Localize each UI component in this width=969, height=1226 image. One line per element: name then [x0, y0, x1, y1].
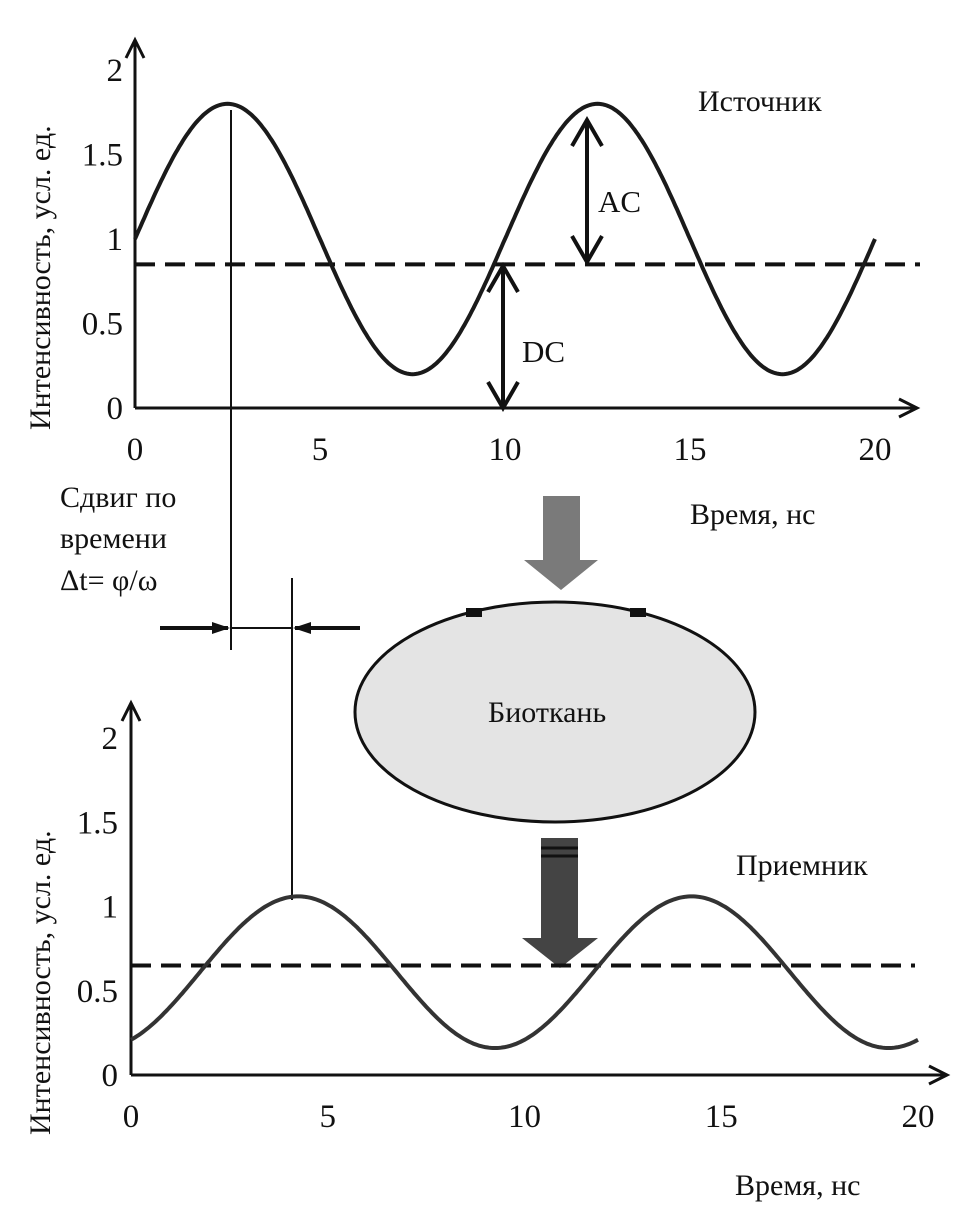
detector-intensity-curve: [130, 894, 919, 1050]
y-tick-label: 1: [102, 890, 119, 926]
time-shift-annotation: Сдвиг по времени Δt= φ/ω: [60, 110, 360, 900]
y-tick-label: 2: [107, 53, 124, 89]
detector-x-axis-arrow: [928, 1064, 951, 1086]
dc-label: DC: [522, 334, 565, 369]
source-y-ticks: 0 0.5 1 1.5 2: [82, 53, 123, 427]
x-tick-label: 20: [902, 1099, 935, 1135]
detector-x-ticks: 0 5 10 15 20: [123, 1099, 935, 1135]
shift-text-line3: Δt= φ/ω: [60, 564, 157, 597]
y-tick-label: 0: [107, 391, 124, 427]
down-arrow-dark: [522, 838, 598, 968]
dc-arrow-head-bottom: [486, 381, 520, 413]
x-tick-label: 20: [859, 432, 892, 468]
ac-label: AC: [598, 184, 641, 219]
source-label: Источник: [698, 85, 822, 118]
y-tick-label: 0: [102, 1058, 119, 1094]
x-tick-label: 5: [320, 1099, 337, 1135]
x-tick-label: 10: [508, 1099, 541, 1135]
detector-x-axis-title: Время, нс: [735, 1169, 860, 1202]
tissue-label: Биоткань: [488, 696, 606, 729]
shift-text-line1: Сдвиг по: [60, 481, 176, 514]
tissue-source-marker: [466, 608, 482, 617]
detector-y-axis-title: Интенсивность, усл. ед.: [24, 830, 57, 1135]
dc-arrow-head-top: [486, 261, 520, 293]
ac-arrow-head-top: [570, 115, 604, 147]
y-tick-label: 1.5: [82, 138, 123, 174]
detector-y-axis-arrow: [120, 699, 142, 722]
x-tick-label: 15: [705, 1099, 738, 1135]
tissue-detector-marker: [630, 608, 646, 617]
source-x-ticks: 0 5 10 15 20: [127, 432, 892, 468]
x-tick-label: 0: [123, 1099, 140, 1135]
detector-panel: 0 5 10 15 20 0 0.5 1 1.5 2 Приемник Интенсивност…: [24, 699, 951, 1202]
y-tick-label: 2: [102, 721, 119, 757]
ac-arrow-head-bottom: [570, 235, 604, 267]
x-tick-label: 0: [127, 432, 144, 468]
source-x-axis-arrow: [898, 397, 921, 419]
shift-text-line2: времени: [60, 522, 167, 555]
down-arrow-light: [524, 496, 598, 590]
y-tick-label: 0.5: [82, 307, 123, 343]
x-tick-label: 10: [489, 432, 522, 468]
y-tick-label: 1: [107, 222, 124, 258]
x-tick-label: 15: [674, 432, 707, 468]
source-x-axis-title: Время, нс: [690, 498, 815, 531]
detector-y-ticks: 0 0.5 1 1.5 2: [77, 721, 118, 1094]
source-panel: 0 5 10 15 20 0 0.5 1 1.5 2 AC DC Источник Интенс…: [24, 36, 921, 531]
source-y-axis-arrow: [124, 36, 146, 59]
source-y-axis-title: Интенсивность, усл. ед.: [24, 125, 57, 430]
tissue-block: Биоткань: [353, 496, 757, 968]
tissue-ellipse: [353, 600, 757, 824]
source-intensity-curve: [133, 101, 877, 377]
detector-label: Приемник: [736, 849, 868, 882]
y-tick-label: 1.5: [77, 805, 118, 841]
y-tick-label: 0.5: [77, 974, 118, 1010]
x-tick-label: 5: [312, 432, 329, 468]
